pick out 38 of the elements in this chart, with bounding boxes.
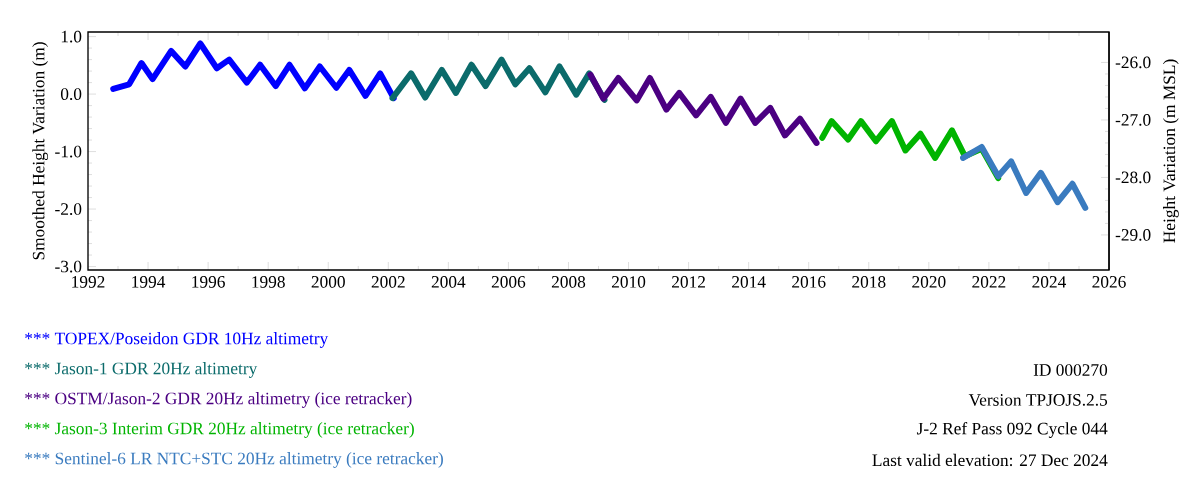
x-tick-label: 2010	[611, 276, 646, 288]
y-tick-label: 0.0	[60, 88, 82, 100]
text: ID 000270	[1033, 364, 1108, 376]
x-tick-label: 1996	[192, 276, 225, 288]
x-tick-label: 1992	[72, 276, 105, 288]
text: *** Jason-3 Interim GDR 20Hz altimetry (ice retracker)	[25, 422, 414, 438]
x-tick-label: 2020	[912, 276, 946, 288]
y-tick-label: 1.0	[61, 30, 82, 43]
x-tick-label: 2012	[672, 276, 705, 288]
y2-tick-label: -28.0	[1115, 171, 1151, 184]
y2-axis-title: Height Variation (m MSL)	[1163, 59, 1179, 243]
text: *** Jason-1 GDR 20Hz altimetry	[25, 362, 258, 378]
text: *** OSTM/Jason-2 GDR 20Hz altimetry (ice retracker)	[25, 392, 412, 408]
y-tick-label: -3.0	[55, 260, 82, 273]
x-tick-label: 2018	[852, 276, 886, 288]
y-tick-label: -2.0	[55, 203, 82, 215]
x-tick-label: 2004	[431, 276, 466, 288]
text: Version TPJOJS.2.5	[968, 394, 1108, 406]
x-tick-label: 2016	[792, 276, 826, 288]
y2-tick-label: -26.0	[1115, 56, 1151, 69]
x-tick-label: 2002	[371, 276, 405, 288]
y2-tick-label: -29.0	[1115, 229, 1151, 241]
x-tick-label: 2022	[972, 276, 1006, 288]
text: *** TOPEX/Poseidon GDR 10Hz altimetry	[25, 332, 329, 348]
x-tick-label: 1994	[132, 276, 166, 288]
y2-tick-label: -27.0	[1115, 114, 1151, 126]
x-tick-label: 2014	[732, 276, 766, 288]
y-tick-label: -1.0	[55, 145, 82, 158]
x-tick-label: 2000	[311, 276, 345, 288]
y-axis-title: Smoothed Height Variation (m)	[32, 42, 49, 260]
text: Last valid elevation: 27 Dec 2024	[872, 453, 1108, 467]
text: *** Sentinel-6 LR NTC+STC 20Hz altimetry (ice retracker)	[25, 452, 443, 468]
text: J-2 Ref Pass 092 Cycle 044	[916, 422, 1108, 438]
x-tick-label: 2006	[491, 276, 526, 288]
x-tick-label: 2024	[1032, 276, 1067, 288]
x-tick-label: 2026	[1092, 276, 1126, 288]
x-tick-label: 2008	[551, 276, 586, 288]
x-tick-label: 1998	[252, 276, 285, 288]
